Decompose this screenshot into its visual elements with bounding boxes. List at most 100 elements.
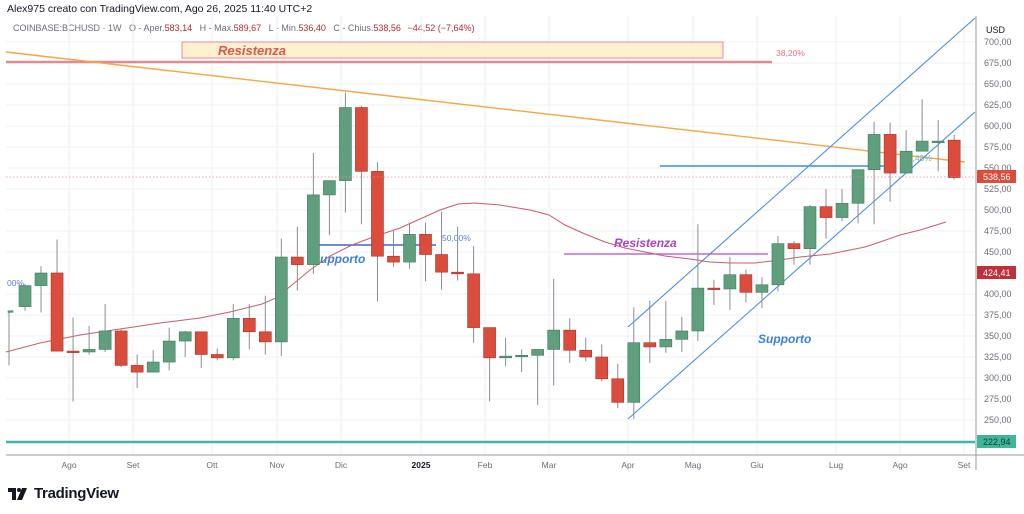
candle[interactable]: [291, 226, 304, 291]
candles: [7, 92, 961, 420]
candle[interactable]: [723, 257, 737, 310]
candle[interactable]: [178, 330, 192, 357]
candle[interactable]: [707, 279, 721, 305]
candle[interactable]: [595, 344, 609, 382]
candle[interactable]: [419, 222, 432, 282]
x-tick-label: Ott: [206, 460, 218, 470]
candle[interactable]: [803, 204, 817, 265]
candle[interactable]: [387, 231, 400, 268]
candle[interactable]: [835, 189, 849, 221]
candle[interactable]: [755, 277, 769, 309]
candle[interactable]: [931, 120, 945, 172]
change-value: −44,52 (−7,64%): [407, 23, 475, 33]
x-tick-label: Set: [127, 460, 140, 470]
candle[interactable]: [851, 169, 865, 224]
candle[interactable]: [771, 236, 785, 292]
x-axis-ticks[interactable]: Ago Set Ott Nov Dic 2025 Feb Mar Apr Mag Giu Lug Ago…: [61, 460, 971, 470]
candle[interactable]: [34, 266, 48, 313]
candle[interactable]: [98, 304, 112, 352]
candle[interactable]: [691, 224, 705, 342]
candle[interactable]: [114, 329, 128, 368]
candle[interactable]: [787, 241, 801, 265]
x-tick-label: Lug: [829, 460, 843, 470]
candle[interactable]: [947, 134, 961, 180]
channel-upper-line[interactable]: [627, 17, 976, 328]
y-axis-ticks[interactable]: 700,00 675,00 650,00 625,00 600,00 575,00 550,…: [984, 37, 1012, 425]
candle[interactable]: [307, 152, 320, 274]
candle[interactable]: [499, 337, 512, 367]
candle[interactable]: [611, 363, 625, 409]
candle[interactable]: [883, 122, 897, 202]
candle[interactable]: [243, 304, 256, 350]
candle[interactable]: [194, 331, 208, 368]
y-tick-label: 600,00: [984, 121, 1012, 131]
x-tick-label: Ago: [892, 460, 907, 470]
y-tick-label: 375,00: [984, 310, 1012, 320]
candle[interactable]: [531, 349, 544, 405]
y-tick-label: 400,00: [984, 289, 1012, 299]
y-tick-label: 625,00: [984, 100, 1012, 110]
candle[interactable]: [162, 327, 176, 371]
tradingview-logo-text: TradingView: [34, 485, 119, 502]
candle[interactable]: [915, 99, 929, 152]
candle[interactable]: [515, 349, 528, 373]
candle[interactable]: [210, 348, 224, 361]
ohlc-legend: COINBASE:BCHUSD · 1W O - Aper.583,14 H -…: [13, 23, 475, 33]
candle[interactable]: [899, 130, 913, 174]
candle[interactable]: [259, 295, 272, 355]
candle[interactable]: [643, 300, 657, 363]
candle[interactable]: [467, 246, 480, 343]
fib-38-label: 38,20%: [776, 48, 805, 58]
candle[interactable]: [7, 310, 14, 366]
open-value: 583,14: [164, 23, 193, 33]
y-tick-label: 500,00: [984, 205, 1012, 215]
channel-lower-line[interactable]: [627, 111, 976, 420]
candle[interactable]: [275, 238, 288, 357]
x-tick-label: Feb: [478, 460, 493, 470]
y-tick-label: 275,00: [984, 394, 1012, 404]
support-price-tag: [977, 435, 1016, 448]
svg-text:538,56: 538,56: [983, 172, 1011, 182]
candle[interactable]: [867, 121, 881, 225]
x-tick-label: Set: [958, 460, 971, 470]
symbol-label[interactable]: COINBASE:BCHUSD · 1W: [13, 23, 122, 33]
candle[interactable]: [675, 316, 689, 352]
descending-trendline[interactable]: [5, 51, 966, 163]
candle[interactable]: [483, 327, 496, 402]
candle[interactable]: [451, 226, 464, 281]
grid-lines: [6, 16, 975, 455]
x-tick-label: Giu: [750, 460, 764, 470]
resistance-zone[interactable]: [181, 41, 724, 59]
tradingview-logo[interactable]: TradingView: [8, 485, 119, 502]
candle[interactable]: [563, 318, 577, 363]
candle[interactable]: [819, 189, 833, 239]
candle[interactable]: [627, 307, 641, 420]
candle[interactable]: [339, 92, 352, 213]
candle[interactable]: [146, 350, 160, 373]
candle[interactable]: [739, 269, 753, 303]
candle[interactable]: [18, 283, 32, 311]
candle[interactable]: [355, 105, 368, 225]
candle[interactable]: [130, 354, 144, 389]
candle[interactable]: [659, 300, 673, 353]
resistance-top-label: Resistenza: [218, 43, 286, 58]
candle[interactable]: [226, 304, 240, 361]
fib-76-label: 76,40%: [903, 153, 932, 163]
candle[interactable]: [82, 325, 96, 355]
candle[interactable]: [371, 162, 384, 302]
y-tick-label: 300,00: [984, 373, 1012, 383]
last-price-tag: [977, 170, 1016, 183]
support-channel-label: Supporto: [758, 332, 811, 346]
candle[interactable]: [547, 278, 560, 386]
svg-text:424,41: 424,41: [983, 268, 1011, 278]
candle[interactable]: [435, 211, 448, 290]
candle[interactable]: [50, 239, 64, 352]
candle[interactable]: [66, 317, 80, 402]
svg-text:222,94: 222,94: [983, 437, 1011, 447]
chart-credit: Alex975 creato con TradingView.com, Ago …: [7, 3, 313, 15]
y-tick-label: 675,00: [984, 58, 1012, 68]
candle[interactable]: [579, 337, 593, 362]
candle[interactable]: [323, 180, 336, 236]
candle[interactable]: [403, 222, 416, 269]
